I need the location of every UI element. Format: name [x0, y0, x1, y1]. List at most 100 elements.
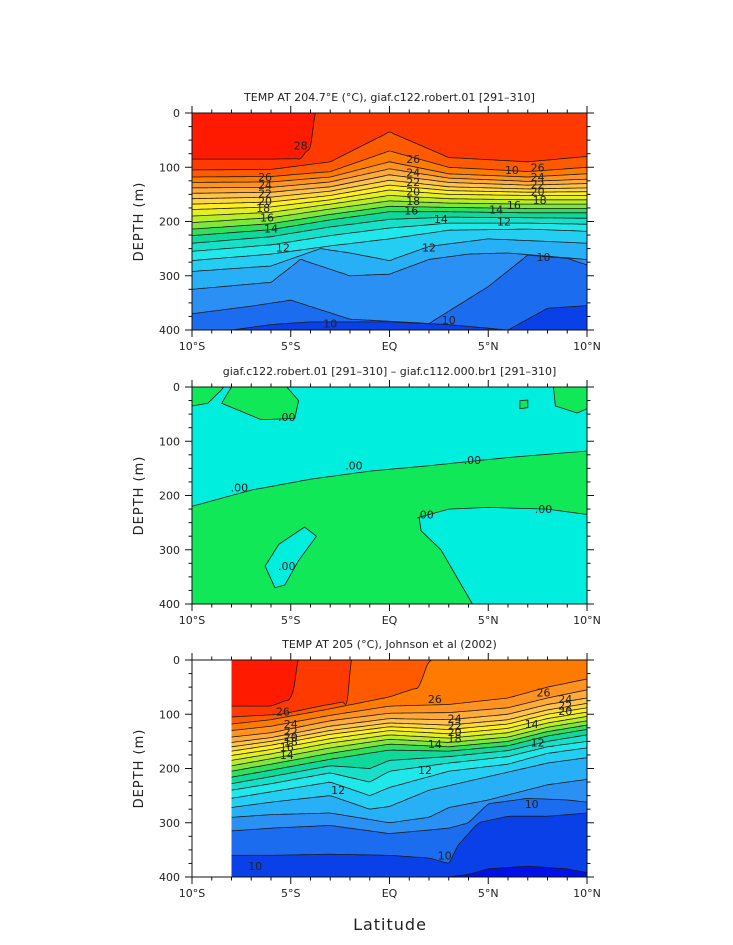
isotherm-13: [231, 747, 587, 799]
contour-label: 18: [284, 735, 298, 748]
isotherm-8: [231, 865, 587, 877]
x-tick-label: 10°S: [179, 614, 205, 627]
isotherm-19: [192, 195, 587, 217]
contour-label: 24: [406, 167, 420, 180]
contour-label: 14: [428, 738, 442, 751]
isotherm-20: [231, 711, 587, 756]
y-tick-label: 400: [159, 871, 180, 884]
contour-label: 10: [438, 849, 452, 862]
x-tick-label: 10°N: [573, 887, 601, 900]
isotherm-28: [231, 660, 587, 707]
y-tick-label: 400: [159, 598, 180, 611]
contour-label: 10: [442, 314, 456, 327]
contour-label: 16: [280, 741, 294, 754]
y-axis-label: DEPTH (m): [132, 182, 147, 262]
isotherm-17: [231, 724, 587, 772]
contour-label: 16: [507, 199, 521, 212]
isotherm-17: [192, 205, 587, 230]
isotherm-9: [192, 305, 587, 330]
isotherm-23: [192, 174, 587, 194]
contour-label: 24: [284, 718, 298, 731]
y-tick-label: 200: [159, 490, 180, 503]
contour-label: .00: [535, 503, 553, 516]
isotherm-15: [231, 734, 587, 785]
contour-label: 28: [294, 140, 308, 153]
positive-blob: [264, 526, 317, 589]
contour-label: 20: [258, 195, 272, 208]
x-tick-label: 5°N: [478, 887, 499, 900]
contour-label: 10: [505, 164, 519, 177]
isotherm-10: [231, 797, 587, 834]
contour-label: 20: [406, 186, 420, 199]
y-tick-label: 200: [159, 763, 180, 776]
contour-label: 10: [525, 798, 539, 811]
y-tick-label: 100: [159, 435, 180, 448]
band-10C: [192, 254, 587, 330]
x-tick-label: 10°S: [179, 887, 205, 900]
contour-label: 10: [248, 860, 262, 873]
contour-label: 24: [258, 179, 272, 192]
contour-label: .00: [278, 560, 296, 573]
panel-difference: .00 .00 .00 .00 .00 .00 .00 10°S 5°S EQ 5°N 10°N 0 10…: [132, 365, 601, 627]
isotherm-22: [192, 179, 587, 200]
isotherm-26: [231, 660, 587, 725]
isotherm-9: [231, 812, 587, 864]
y-tick-label: 300: [159, 817, 180, 830]
isotherm-14: [231, 741, 587, 791]
x-tick-label: 10°N: [573, 340, 601, 353]
contour-label: 10: [537, 251, 551, 264]
isotherm-11: [192, 252, 587, 290]
isotherm-24: [231, 689, 587, 738]
contour-label: 24: [531, 171, 545, 184]
contour-label: 22: [284, 726, 298, 739]
contour-label: 20: [448, 726, 462, 739]
isotherm-21: [231, 707, 587, 752]
contour-label: 24: [558, 693, 572, 706]
isotherm-18: [192, 200, 587, 223]
isotherm-21: [192, 184, 587, 205]
contour-label: .00: [345, 460, 363, 473]
x-tick-label: EQ: [382, 614, 398, 627]
contour-label: 12: [531, 736, 545, 749]
contour-labels: 2624222018141212262422201816142624222014…: [248, 687, 572, 874]
isotherm-23: [231, 697, 587, 743]
contour-label: 12: [418, 764, 432, 777]
x-tick-label: 10°N: [573, 614, 601, 627]
isotherm-20: [192, 189, 587, 210]
contour-label: 26: [276, 706, 290, 719]
isotherm-22: [231, 703, 587, 748]
panel-title: giaf.c122.robert.01 [291–310] – giaf.c11…: [223, 365, 557, 378]
contour-label: 14: [280, 749, 294, 762]
isotherm-15: [192, 216, 587, 244]
isotherm-14: [192, 222, 587, 252]
contour-label: .00: [416, 508, 434, 521]
y-axis-label: DEPTH (m): [132, 456, 147, 536]
contour-label: 26: [406, 153, 420, 166]
contour-label: 14: [434, 213, 448, 226]
isotherm-25: [192, 161, 587, 183]
isotherm-19: [231, 716, 587, 761]
isotherm-12: [192, 238, 587, 272]
y-tick-label: 100: [159, 708, 180, 721]
contour-fills: [192, 113, 587, 330]
y-tick-label: 0: [173, 107, 180, 120]
y-tick-label: 400: [159, 324, 180, 337]
isotherm-18: [231, 720, 587, 767]
contour-label: .00: [278, 411, 296, 424]
x-tick-label: 5°S: [281, 614, 300, 627]
contour-label: 18: [406, 195, 420, 208]
contour-label: 18: [448, 733, 462, 746]
x-tick-label: EQ: [382, 887, 398, 900]
x-axis-label: Latitude: [353, 915, 427, 934]
contour-label: 22: [406, 176, 420, 189]
x-tick-label: 10°S: [179, 340, 205, 353]
contour-label: 16: [404, 205, 418, 218]
isotherm-25: [231, 678, 587, 731]
contour-label: 22: [258, 187, 272, 200]
isotherm-13: [192, 228, 587, 261]
contour-label: 26: [258, 171, 272, 184]
contour-label: 14: [525, 718, 539, 731]
